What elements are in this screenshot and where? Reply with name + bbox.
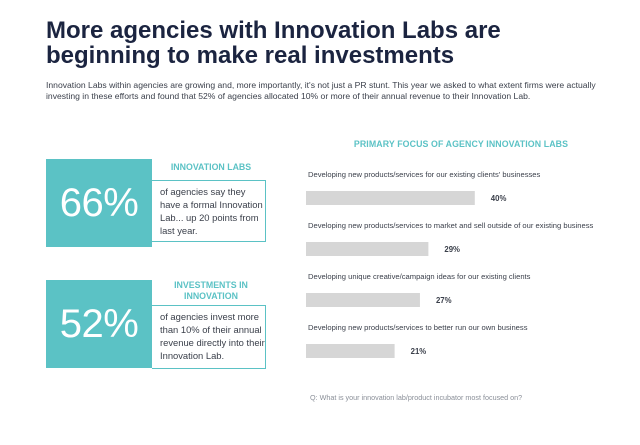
stat-heading-line-1: INVESTMENTS IN — [174, 280, 248, 290]
bar-value-label: 27% — [436, 296, 452, 305]
bar-category-label: Developing unique creative/campaign idea… — [308, 272, 531, 281]
bar — [306, 191, 475, 205]
stat-text-investments: of agencies invest more than 10% of thei… — [152, 305, 266, 369]
bar — [306, 344, 395, 358]
stat-text-innovation-labs: of agencies say they have a formal Innov… — [152, 180, 266, 242]
page-title: More agencies with Innovation Labs are b… — [46, 18, 606, 68]
bar-value-label: 29% — [444, 245, 460, 254]
stat-value-investments: 52% — [46, 280, 152, 368]
bar-category-label: Developing new products/services for our… — [308, 170, 541, 179]
stat-heading-innovation-labs: INNOVATION LABS — [152, 162, 270, 173]
chart-title: PRIMARY FOCUS OF AGENCY INNOVATION LABS — [353, 139, 569, 149]
stat-value-innovation-labs: 66% — [46, 159, 152, 247]
title-line-2: beginning to make real investments — [46, 42, 455, 69]
stat-heading-line-1: INNOVATION LABS — [170, 162, 252, 172]
bar-value-label: 21% — [411, 347, 427, 356]
stat-heading-line-2: INNOVATION — [184, 291, 238, 301]
stat-heading-investments: INVESTMENTS IN INNOVATION — [152, 280, 270, 302]
bar-category-label: Developing new products/services to bett… — [308, 323, 528, 332]
title-line-1: More agencies with Innovation Labs are — [46, 17, 501, 44]
bar-value-label: 40% — [491, 194, 507, 203]
bar — [306, 293, 420, 307]
intro-paragraph: Innovation Labs within agencies are grow… — [46, 80, 596, 102]
survey-question-note: Q: What is your innovation lab/product i… — [310, 393, 523, 402]
bar-category-label: Developing new products/services to mark… — [308, 221, 594, 230]
bar — [306, 242, 429, 256]
